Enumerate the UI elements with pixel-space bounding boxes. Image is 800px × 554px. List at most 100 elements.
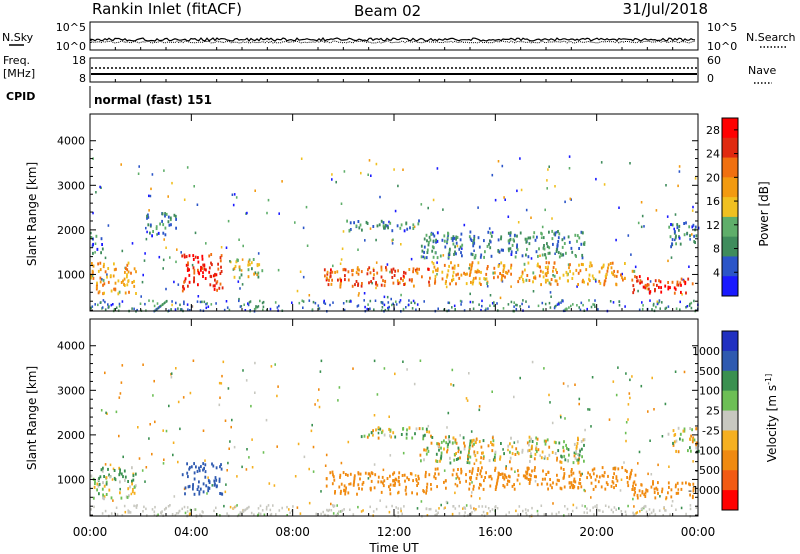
near-range-echo-cell (286, 505, 288, 509)
near-range-echo-cell (663, 506, 665, 509)
scatter-echo-cell (570, 483, 573, 487)
echo-cell (474, 454, 477, 458)
echo-cell (389, 492, 392, 496)
echo-cell (338, 485, 341, 489)
near-range-echo-cell (322, 510, 324, 514)
x-tick-label: 12:00 (377, 525, 412, 539)
echo-cell (416, 492, 418, 496)
echo-cell (404, 479, 406, 483)
scatter-echo-cell (588, 408, 591, 411)
echo-cell (533, 276, 535, 280)
echo-cell (120, 472, 123, 476)
echo-cell (675, 242, 677, 246)
near-range-echo-cell (658, 299, 661, 302)
echo-cell (555, 279, 558, 283)
echo-cell (325, 477, 328, 481)
near-range-echo-cell (516, 303, 518, 307)
echo-cell (459, 456, 461, 460)
echo-cell (447, 442, 449, 446)
echo-cell (530, 452, 532, 456)
scatter-echo-cell (625, 421, 628, 424)
scatter-echo-cell (310, 429, 313, 433)
echo-cell (175, 217, 177, 221)
scatter-echo-cell (306, 244, 309, 247)
echo-cell (204, 277, 207, 280)
noise-right-tick-top: 10^5 (707, 21, 737, 34)
near-range-echo-cell (632, 514, 635, 517)
echo-cell (465, 479, 467, 483)
echo-cell (430, 483, 432, 486)
echo-cell (452, 278, 455, 281)
near-range-echo-cell (249, 309, 251, 312)
echo-cell (428, 283, 431, 287)
echo-cell (436, 239, 439, 243)
cpid-value: normal (fast) 151 (94, 93, 212, 107)
echo-cell (470, 252, 473, 256)
echo-cell (408, 478, 410, 482)
echo-cell (579, 478, 581, 481)
echo-cell (607, 266, 609, 270)
echo-cell (385, 268, 388, 272)
scatter-echo-cell (691, 209, 694, 212)
echo-cell (530, 455, 533, 458)
echo-cell (428, 430, 431, 434)
echo-cell (493, 266, 496, 270)
echo-cell (459, 480, 461, 484)
near-range-echo-cell (181, 507, 183, 511)
echo-cell (258, 263, 261, 267)
scatter-echo-cell (246, 448, 248, 451)
echo-cell (209, 283, 212, 287)
scatter-echo-cell (232, 203, 235, 207)
echo-cell (644, 286, 647, 290)
echo-cell (473, 256, 476, 260)
scatter-echo-cell (549, 401, 551, 404)
scatter-echo-cell (590, 496, 592, 499)
echo-cell (542, 275, 545, 279)
scatter-echo-cell (637, 221, 640, 225)
echo-cell (615, 274, 618, 278)
echo-cell (476, 270, 478, 274)
scatter-echo-cell (342, 230, 345, 233)
near-range-echo-cell (489, 510, 491, 513)
echo-cell (219, 492, 221, 495)
echo-cell (528, 482, 531, 485)
echo-cell (506, 271, 509, 275)
echo-cell (427, 267, 430, 271)
echo-cell (524, 476, 527, 480)
near-range-echo-cell (643, 505, 645, 509)
time-axis: 00:00 04:00 08:00 12:00 16:00 20:00 00:00 (73, 47, 715, 539)
scatter-echo-cell (402, 168, 404, 171)
echo-cell (551, 229, 554, 233)
echo-cell (676, 226, 679, 230)
y-tick-label: 2000 (57, 429, 85, 442)
echo-cell (380, 283, 383, 287)
echo-cell (213, 479, 216, 483)
scatter-echo-cell (538, 265, 540, 268)
echo-cell (161, 219, 163, 223)
near-range-echo-cell (124, 510, 127, 514)
echo-cell (636, 279, 638, 283)
echo-cell (497, 238, 500, 242)
near-range-echo-cell (219, 514, 221, 517)
near-range-echo-cell (391, 303, 393, 307)
near-range-echo-cell (345, 300, 348, 303)
nave-label: Nave (748, 64, 776, 77)
echo-cell (484, 476, 486, 479)
echo-cell (644, 283, 647, 287)
echo-cell (504, 474, 507, 478)
echo-cell (390, 268, 393, 272)
echo-cell (133, 279, 135, 283)
scatter-echo-cell (107, 224, 110, 227)
echo-cell (642, 285, 645, 289)
scatter-echo-cell (681, 293, 683, 296)
echo-cell (235, 260, 238, 264)
near-range-echo-cell (255, 305, 257, 308)
echo-cell (576, 239, 578, 243)
velocity-colorbar-swatch (722, 430, 738, 451)
echo-cell (100, 468, 103, 472)
echo-cell (484, 277, 487, 281)
echo-cell (426, 248, 429, 252)
echo-cell (202, 275, 204, 278)
near-range-echo-cell (91, 305, 94, 308)
